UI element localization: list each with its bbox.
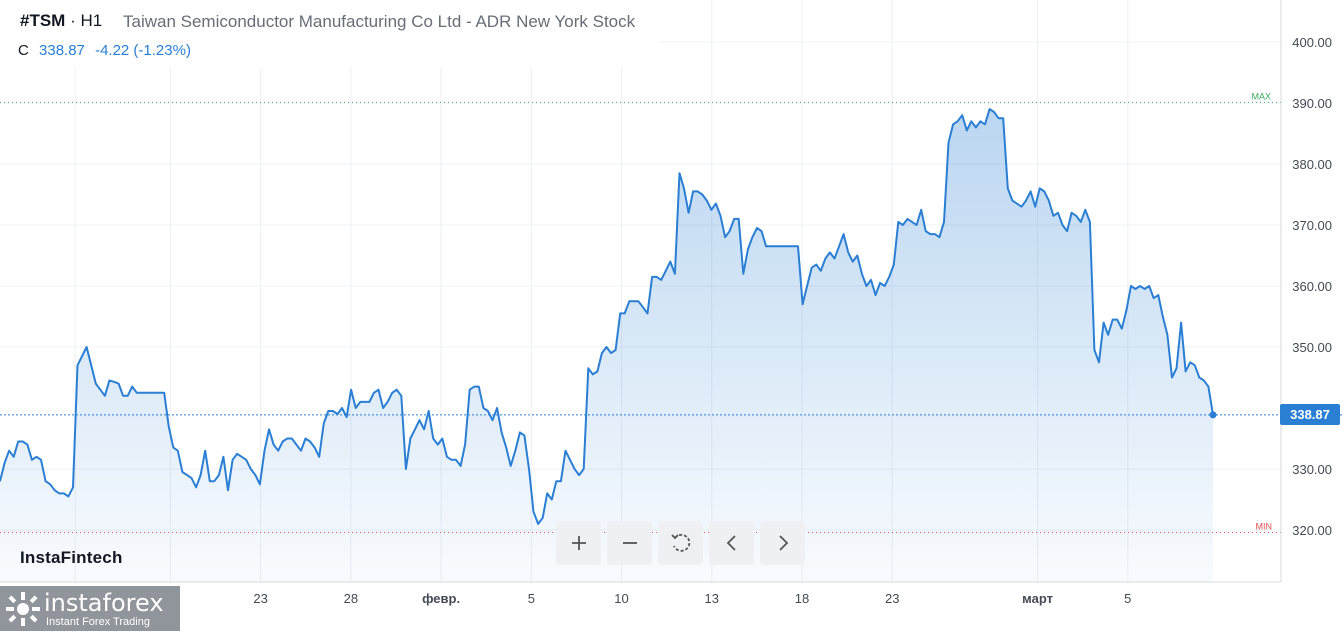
x-tick-label: 23 [885,591,899,606]
chevron-right-icon [778,535,788,551]
close-value: 338.87 [39,42,85,59]
x-tick-label: февр. [422,591,460,606]
series-line [0,108,1214,525]
x-tick-label: март [1022,591,1053,606]
zoom-out-button[interactable] [607,521,652,565]
y-tick-label: 390.00 [1292,96,1332,111]
area-fill [0,109,1213,582]
x-tick-label: 13 [705,591,719,606]
change-value: -4.22 (-1.23%) [95,42,191,59]
y-tick-label: 320.00 [1292,523,1332,538]
y-tick-label: 400.00 [1292,35,1332,50]
chart-controls [556,521,805,565]
y-tick-label: 350.00 [1292,340,1332,355]
price-area [0,109,1213,582]
x-tick-label: 10 [614,591,628,606]
chevron-left-icon [726,535,736,551]
y-tick-label: 370.00 [1292,218,1332,233]
brand-watermark: InstaFintech [20,548,123,567]
close-label: C [18,42,29,59]
x-tick-label: 28 [344,591,358,606]
symbol: #TSM [20,11,66,30]
plus-icon [571,536,586,550]
y-tick-label: 330.00 [1292,462,1332,477]
x-tick-label: 23 [253,591,267,606]
logo-name: instaforex [44,589,164,617]
x-tick-label: 5 [1124,591,1131,606]
timeframe: H1 [80,11,103,30]
last-price-label: 338.87 [1280,403,1340,425]
y-tick-label: 380.00 [1292,157,1332,172]
instrument-name: Taiwan Semiconductor Manufacturing Co Lt… [123,12,636,31]
scroll-right-button[interactable] [760,521,805,565]
max-label: MAX [1251,91,1271,101]
price-line [0,108,1214,525]
minus-icon [622,542,637,544]
instaforex-logo-icon [6,592,40,626]
x-tick-label: 18 [795,591,809,606]
x-tick-label: 5 [528,591,535,606]
min-label: MIN [1256,521,1273,531]
markers [1209,411,1217,419]
zoom-in-button[interactable] [556,521,601,565]
chart-header: #TSM · H1 Taiwan Semiconductor Manufactu… [0,0,660,68]
reset-icon [670,533,690,552]
scroll-left-button[interactable] [709,521,754,565]
ohlc-readout: C 338.87 -4.22 (-1.23%) [18,42,191,59]
symbol-title: #TSM · H1 [20,11,102,31]
y-axis: 400.00 390.00 380.00 370.00 360.00 350.00 330.… [1292,35,1332,538]
last-point [1209,411,1217,419]
y-tick-label: 360.00 [1292,279,1332,294]
instaforex-logo: instaforex Instant Forex Trading [0,586,180,631]
reset-button[interactable] [658,521,703,565]
symbol-separator: · [65,11,81,30]
logo-tagline: Instant Forex Trading [46,616,150,628]
